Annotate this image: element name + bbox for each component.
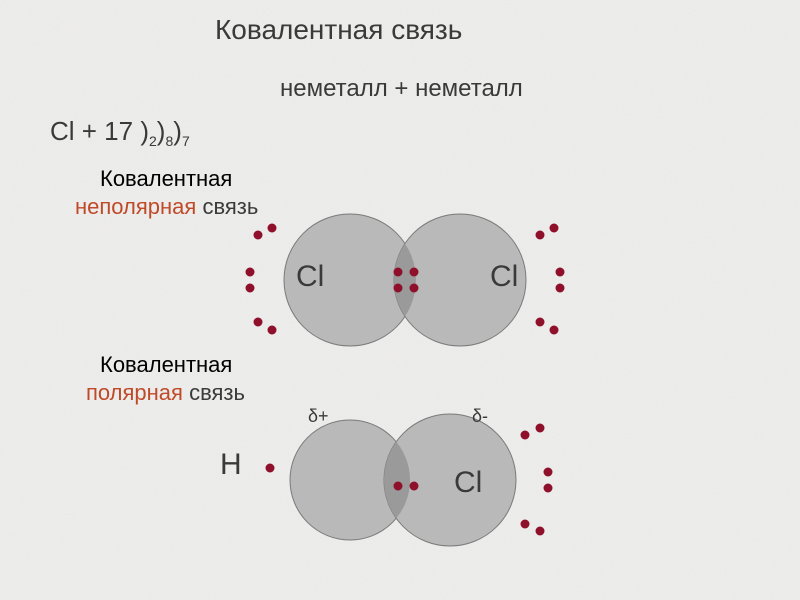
electron-dot	[536, 231, 545, 240]
label-cl-right: Cl	[490, 260, 518, 294]
electron-dot	[246, 284, 255, 293]
label-h: H	[220, 448, 242, 482]
electron-config: Cl + 17 )2)8)7	[50, 116, 190, 149]
ec-s3: 7	[182, 133, 190, 149]
delta-plus: δ+	[308, 406, 329, 427]
polar-tail: связь	[183, 380, 245, 405]
electron-dot	[544, 468, 553, 477]
subtitle: неметалл + неметалл	[280, 75, 523, 103]
nonpolar-accent: неполярная	[75, 194, 196, 219]
electron-dot	[536, 318, 545, 327]
electron-dot	[394, 268, 403, 277]
electron-dot	[550, 224, 559, 233]
electron-dot	[556, 284, 565, 293]
nonpolar-tail: связь	[196, 194, 258, 219]
ec-s1: 2	[149, 133, 157, 149]
label-cl: Cl	[454, 466, 482, 500]
electron-dot	[521, 431, 530, 440]
polar-diagram	[266, 414, 553, 546]
electron-dot	[521, 520, 530, 529]
electron-dot	[394, 482, 403, 491]
electron-dot	[394, 284, 403, 293]
nonpolar-line2: неполярная связь	[75, 194, 258, 220]
electron-dot	[268, 326, 277, 335]
electron-dot	[556, 268, 565, 277]
electron-dot	[246, 268, 255, 277]
electron-dot	[410, 284, 419, 293]
electron-dot	[410, 268, 419, 277]
polar-line2: полярная связь	[86, 380, 245, 406]
label-cl-left: Cl	[296, 260, 324, 294]
electron-dot	[550, 326, 559, 335]
polar-line1: Ковалентная	[100, 352, 232, 378]
ec-m2: )	[173, 116, 182, 146]
slide: Ковалентная связь неметалл + неметалл Cl…	[0, 0, 800, 600]
delta-minus: δ-	[472, 406, 488, 427]
nonpolar-line1: Ковалентная	[100, 166, 232, 192]
electron-dot	[544, 484, 553, 493]
electron-dot	[268, 224, 277, 233]
ec-pre: Cl + 17 )	[50, 116, 149, 146]
electron-dot	[254, 231, 263, 240]
electron-dot	[254, 318, 263, 327]
slide-title: Ковалентная связь	[215, 14, 462, 46]
electron-dot	[536, 527, 545, 536]
polar-accent: полярная	[86, 380, 183, 405]
electron-dot	[410, 482, 419, 491]
electron-dot	[536, 424, 545, 433]
electron-dot	[266, 464, 275, 473]
